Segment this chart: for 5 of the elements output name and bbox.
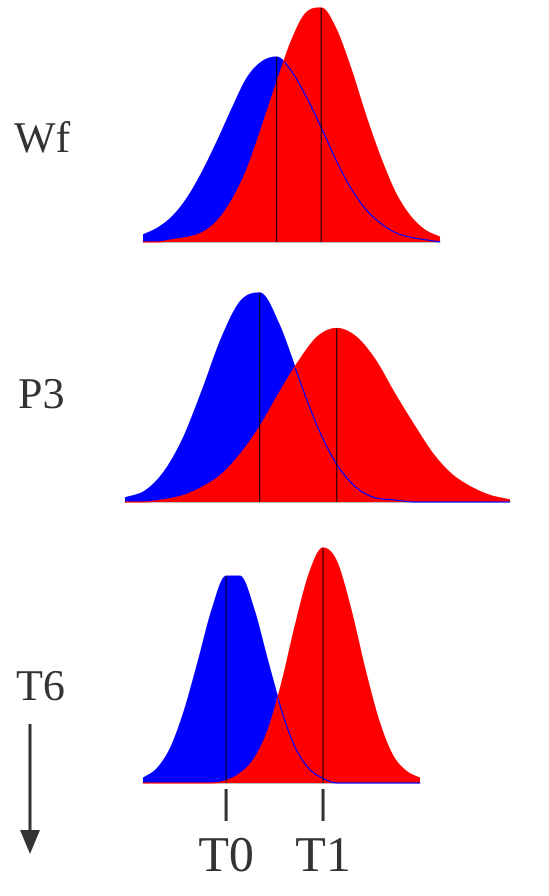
x-tick-label: T1 [295, 826, 351, 882]
y-axis-title: Wf [14, 112, 70, 163]
y-axis-title: P3 [18, 368, 64, 419]
y-axis-title: T6 [16, 660, 65, 711]
x-tick-label: T0 [198, 826, 254, 882]
